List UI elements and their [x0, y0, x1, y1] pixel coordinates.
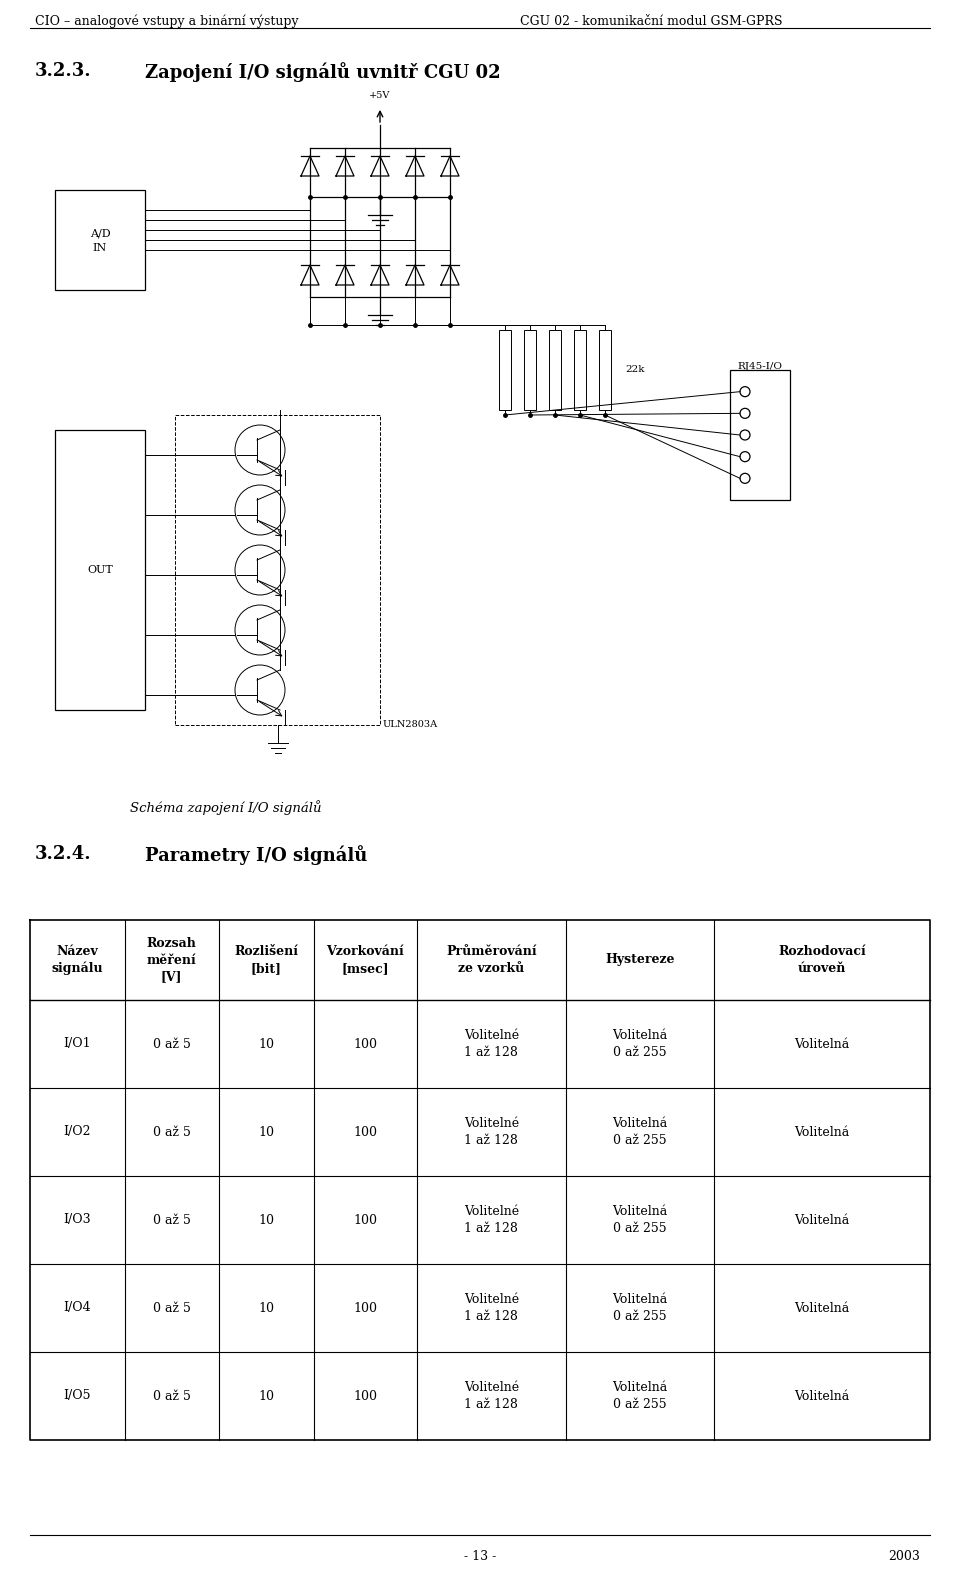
- Text: I/O2: I/O2: [63, 1126, 91, 1138]
- Bar: [175, 415, 380, 725]
- Text: +5V: +5V: [370, 91, 391, 101]
- Text: Průměrování
ze vzorků: Průměrování ze vzorků: [446, 945, 537, 975]
- Text: 22k: 22k: [625, 366, 644, 374]
- Bar: [55, 190, 145, 289]
- Text: 10: 10: [258, 1214, 275, 1226]
- Bar: [730, 369, 790, 500]
- Text: Volitelná
0 až 255: Volitelná 0 až 255: [612, 1294, 667, 1322]
- Text: 100: 100: [353, 1214, 377, 1226]
- Text: Volitelná: Volitelná: [794, 1214, 850, 1226]
- Text: Hystereze: Hystereze: [605, 954, 675, 967]
- Text: Rozsah
měření
[V]: Rozsah měření [V]: [147, 937, 197, 982]
- Text: 0 až 5: 0 až 5: [153, 1038, 191, 1050]
- Text: 0 až 5: 0 až 5: [153, 1390, 191, 1402]
- Text: Volitelná: Volitelná: [794, 1126, 850, 1138]
- Text: Volitelná
0 až 255: Volitelná 0 až 255: [612, 1206, 667, 1234]
- Text: Volitelná: Volitelná: [794, 1390, 850, 1402]
- Bar: [499, 330, 511, 410]
- Text: 100: 100: [353, 1302, 377, 1314]
- Text: 0 až 5: 0 až 5: [153, 1126, 191, 1138]
- Text: 10: 10: [258, 1126, 275, 1138]
- Text: 3.2.3.: 3.2.3.: [35, 61, 91, 80]
- Text: - 13 -: - 13 -: [464, 1550, 496, 1563]
- Text: 100: 100: [353, 1126, 377, 1138]
- Text: 10: 10: [258, 1390, 275, 1402]
- Text: Vzorkování
[msec]: Vzorkování [msec]: [326, 945, 404, 975]
- Text: A/D: A/D: [89, 228, 110, 237]
- Text: I/O3: I/O3: [63, 1214, 91, 1226]
- Bar: [599, 330, 611, 410]
- Text: OUT: OUT: [87, 564, 113, 575]
- Text: Volitelné
1 až 128: Volitelné 1 až 128: [464, 1382, 518, 1410]
- Text: Rozlišení
[bit]: Rozlišení [bit]: [234, 945, 299, 975]
- Text: I/O1: I/O1: [63, 1038, 91, 1050]
- Bar: [574, 330, 586, 410]
- Text: Volitelné
1 až 128: Volitelné 1 až 128: [464, 1118, 518, 1146]
- Bar: [549, 330, 561, 410]
- Text: 10: 10: [258, 1038, 275, 1050]
- Text: Parametry I/O signálů: Parametry I/O signálů: [145, 846, 368, 865]
- Text: Volitelná
0 až 255: Volitelná 0 až 255: [612, 1118, 667, 1146]
- Text: Volitelná: Volitelná: [794, 1038, 850, 1050]
- Text: Volitelné
1 až 128: Volitelné 1 až 128: [464, 1206, 518, 1234]
- Text: 0 až 5: 0 až 5: [153, 1302, 191, 1314]
- Text: 100: 100: [353, 1390, 377, 1402]
- Text: I/O4: I/O4: [63, 1302, 91, 1314]
- Text: CGU 02 - komunikační modul GSM-GPRS: CGU 02 - komunikační modul GSM-GPRS: [520, 16, 782, 28]
- Bar: [524, 330, 536, 410]
- Text: Volitelná: Volitelná: [794, 1302, 850, 1314]
- Text: Název
signálu: Název signálu: [52, 945, 103, 975]
- Text: 3.2.4.: 3.2.4.: [35, 846, 91, 863]
- Text: I/O5: I/O5: [63, 1390, 91, 1402]
- Text: RJ45-I/O: RJ45-I/O: [737, 362, 782, 371]
- Text: 0 až 5: 0 až 5: [153, 1214, 191, 1226]
- Text: 2003: 2003: [888, 1550, 920, 1563]
- Text: Volitelná
0 až 255: Volitelná 0 až 255: [612, 1382, 667, 1410]
- Text: 100: 100: [353, 1038, 377, 1050]
- Text: ULN2803A: ULN2803A: [383, 720, 438, 729]
- Text: Volitelná
0 až 255: Volitelná 0 až 255: [612, 1030, 667, 1060]
- Text: Volitelné
1 až 128: Volitelné 1 až 128: [464, 1030, 518, 1060]
- Text: Zapojení I/O signálů uvnitř CGU 02: Zapojení I/O signálů uvnitř CGU 02: [145, 61, 500, 82]
- Text: Volitelné
1 až 128: Volitelné 1 až 128: [464, 1294, 518, 1322]
- Text: IN: IN: [93, 244, 108, 253]
- Text: Schéma zapojení I/O signálů: Schéma zapojení I/O signálů: [130, 800, 322, 814]
- Text: Rozhodovací
úroveň: Rozhodovací úroveň: [779, 945, 866, 975]
- Text: CIO – analogové vstupy a binární výstupy: CIO – analogové vstupy a binární výstupy: [35, 16, 299, 28]
- Bar: [55, 431, 145, 711]
- Text: 10: 10: [258, 1302, 275, 1314]
